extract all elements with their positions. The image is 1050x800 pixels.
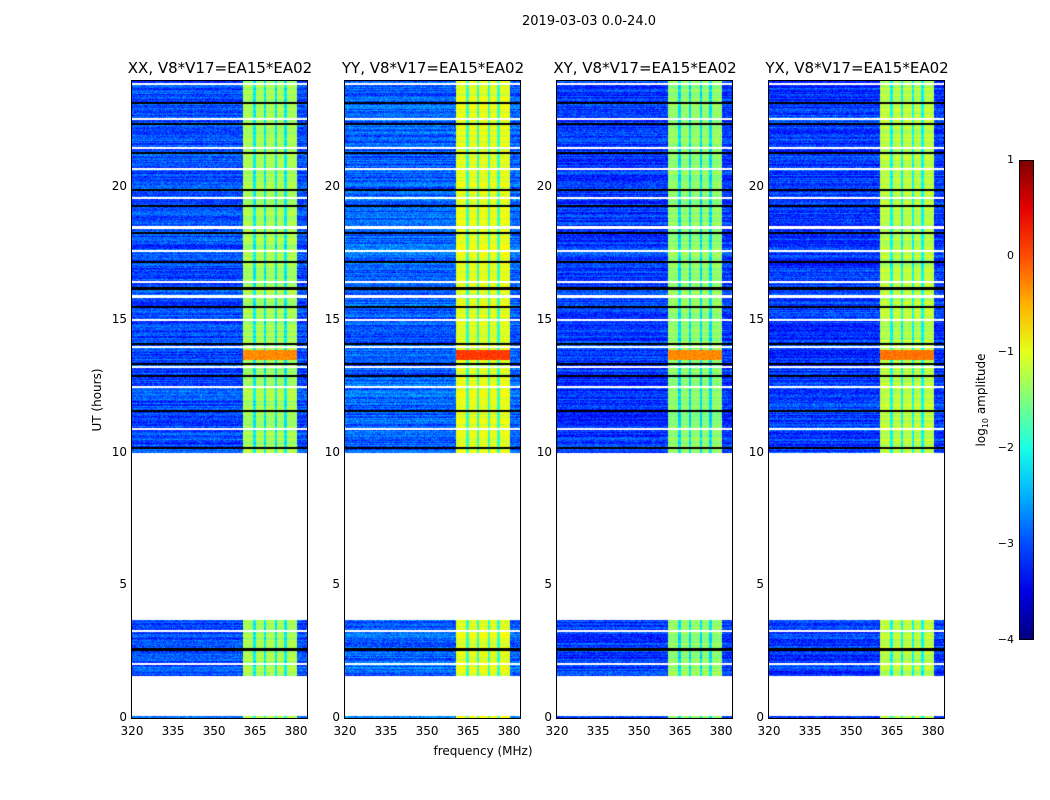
x-tick-label: 320: [545, 724, 569, 738]
x-tick-label: 365: [880, 724, 904, 738]
x-tick-label: 380: [921, 724, 945, 738]
y-axis-label: UT (hours): [90, 368, 104, 432]
panel-xx: [131, 80, 308, 719]
x-tick-label: 350: [202, 724, 226, 738]
x-axis-label: frequency (MHz): [433, 744, 533, 758]
y-tick-label: 5: [756, 577, 764, 592]
heatmap-image: [345, 81, 520, 718]
y-tick-label: 10: [748, 444, 764, 459]
colorbar-tick-label: −4: [997, 633, 1014, 646]
panel-title-yx: YX, V8*V17=EA15*EA02: [765, 59, 949, 77]
x-tick-label: 365: [668, 724, 692, 738]
y-tick-label: 20: [536, 179, 552, 194]
y-tick-label: 0: [756, 710, 764, 724]
x-tick-label: 365: [456, 724, 480, 738]
panel-xy: [556, 80, 733, 719]
y-tick-label: 20: [324, 179, 340, 194]
y-tick-label: 15: [536, 311, 552, 326]
colorbar-tick-label: −1: [997, 345, 1014, 358]
y-tick-label: 5: [119, 577, 127, 592]
panel-yx: [768, 80, 945, 719]
colorbar-tick-label: 1: [1007, 153, 1014, 166]
panel-yy: [344, 80, 521, 719]
colorbar-tick-label: −3: [997, 537, 1014, 550]
y-tick-label: 0: [544, 710, 552, 724]
x-tick-label: 320: [120, 724, 144, 738]
y-tick-label: 10: [536, 444, 552, 459]
panel-title-xy: XY, V8*V17=EA15*EA02: [553, 59, 737, 77]
y-tick-label: 15: [111, 311, 127, 326]
x-tick-label: 335: [374, 724, 398, 738]
x-tick-label: 380: [284, 724, 308, 738]
x-tick-label: 320: [757, 724, 781, 738]
colorbar-tick-label: −2: [997, 441, 1014, 454]
colorbar-tick-label: 0: [1007, 249, 1014, 262]
panel-title-xx: XX, V8*V17=EA15*EA02: [127, 59, 313, 77]
x-tick-label: 320: [333, 724, 357, 738]
y-tick-label: 5: [544, 577, 552, 592]
x-tick-label: 350: [839, 724, 863, 738]
y-tick-label: 10: [111, 444, 127, 459]
x-tick-label: 350: [627, 724, 651, 738]
y-tick-label: 15: [324, 311, 340, 326]
heatmap-image: [769, 81, 944, 718]
x-tick-label: 350: [415, 724, 439, 738]
x-tick-label: 380: [709, 724, 733, 738]
x-tick-label: 335: [586, 724, 610, 738]
x-tick-label: 335: [798, 724, 822, 738]
y-tick-label: 10: [324, 444, 340, 459]
x-tick-label: 380: [497, 724, 521, 738]
y-tick-label: 0: [332, 710, 340, 724]
y-tick-label: 15: [748, 311, 764, 326]
y-tick-label: 20: [111, 179, 127, 194]
colorbar-label: log10 amplitude: [973, 353, 991, 447]
y-tick-label: 0: [119, 710, 127, 724]
y-tick-label: 5: [332, 577, 340, 592]
heatmap-image: [132, 81, 307, 718]
x-tick-label: 365: [243, 724, 267, 738]
heatmap-image: [557, 81, 732, 718]
x-tick-label: 335: [161, 724, 185, 738]
colorbar: [1019, 160, 1034, 640]
y-tick-label: 20: [748, 179, 764, 194]
panel-title-yy: YY, V8*V17=EA15*EA02: [341, 59, 525, 77]
figure-title: 2019-03-03 0.0-24.0: [522, 14, 656, 29]
